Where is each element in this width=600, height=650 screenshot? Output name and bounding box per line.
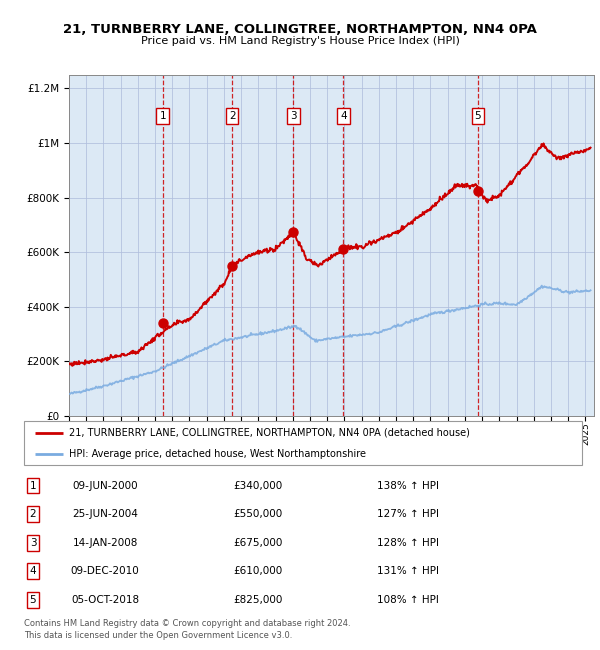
Text: 108% ↑ HPI: 108% ↑ HPI [377,595,439,605]
Text: 3: 3 [29,538,37,548]
Text: £550,000: £550,000 [233,509,283,519]
Text: 09-DEC-2010: 09-DEC-2010 [71,566,139,577]
Text: 4: 4 [340,111,347,121]
Text: 2: 2 [29,509,37,519]
Text: Price paid vs. HM Land Registry's House Price Index (HPI): Price paid vs. HM Land Registry's House … [140,36,460,46]
Text: 14-JAN-2008: 14-JAN-2008 [73,538,137,548]
Text: 1: 1 [160,111,166,121]
Text: 5: 5 [475,111,481,121]
Text: 131% ↑ HPI: 131% ↑ HPI [377,566,439,577]
Text: 128% ↑ HPI: 128% ↑ HPI [377,538,439,548]
Text: HPI: Average price, detached house, West Northamptonshire: HPI: Average price, detached house, West… [68,448,365,459]
Text: 127% ↑ HPI: 127% ↑ HPI [377,509,439,519]
Text: 05-OCT-2018: 05-OCT-2018 [71,595,139,605]
Text: 5: 5 [29,595,37,605]
Text: 1: 1 [29,480,37,491]
Text: 09-JUN-2000: 09-JUN-2000 [72,480,138,491]
Text: 4: 4 [29,566,37,577]
Text: 21, TURNBERRY LANE, COLLINGTREE, NORTHAMPTON, NN4 0PA: 21, TURNBERRY LANE, COLLINGTREE, NORTHAM… [63,23,537,36]
Text: 3: 3 [290,111,297,121]
Text: 21, TURNBERRY LANE, COLLINGTREE, NORTHAMPTON, NN4 0PA (detached house): 21, TURNBERRY LANE, COLLINGTREE, NORTHAM… [68,428,470,438]
Text: £675,000: £675,000 [233,538,283,548]
Text: 138% ↑ HPI: 138% ↑ HPI [377,480,439,491]
Text: £825,000: £825,000 [233,595,283,605]
Text: 25-JUN-2004: 25-JUN-2004 [72,509,138,519]
FancyBboxPatch shape [24,421,582,465]
Text: £340,000: £340,000 [233,480,283,491]
Text: £610,000: £610,000 [233,566,283,577]
Text: 2: 2 [229,111,235,121]
Text: Contains HM Land Registry data © Crown copyright and database right 2024.: Contains HM Land Registry data © Crown c… [24,619,350,628]
Text: This data is licensed under the Open Government Licence v3.0.: This data is licensed under the Open Gov… [24,630,292,640]
